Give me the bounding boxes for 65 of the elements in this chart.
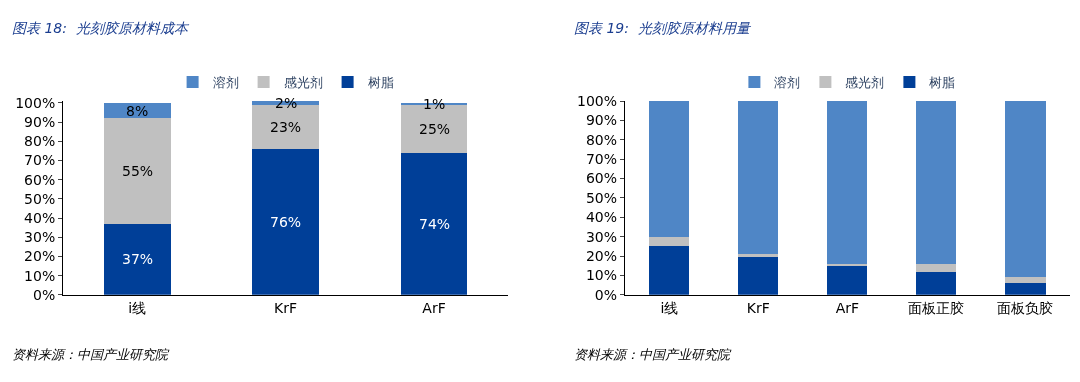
y-tick-label: 90% — [585, 112, 617, 129]
x-tick-label: KrF — [274, 299, 298, 316]
y-tick-label: 90% — [24, 114, 56, 131]
legend-label: 溶剂 — [774, 75, 801, 91]
bar — [1005, 277, 1046, 284]
x-tick-label: i线 — [128, 299, 147, 316]
bar — [916, 271, 957, 295]
x-tick-label: ArF — [835, 299, 860, 316]
y-tick-label: 100% — [576, 92, 617, 109]
y-tick-label: 10% — [585, 267, 617, 284]
y-tick-label: 70% — [585, 151, 617, 168]
y-tick-label: 20% — [24, 248, 56, 265]
data-label: 74% — [419, 216, 451, 232]
legend-label: 树脂 — [367, 75, 394, 91]
chart-title: 图表 18: 光刻胶原材料成本 — [12, 20, 190, 36]
y-tick-label: 80% — [24, 133, 56, 150]
y-tick-label: 50% — [24, 190, 56, 207]
text: 资料来源：中国产业研究院 — [574, 347, 732, 362]
y-tick-label: 30% — [585, 228, 617, 245]
y-tick-label: 0% — [594, 286, 617, 303]
data-label: 23% — [270, 119, 302, 135]
x-tick-label: 面板正胶 — [908, 299, 965, 316]
bar — [103, 118, 171, 224]
chart-title: 图表 19: 光刻胶原材料用量 — [574, 20, 752, 36]
legend-label: 感光剂 — [283, 75, 323, 91]
y-tick-label: 40% — [24, 209, 56, 226]
x-tick-label: KrF — [746, 299, 770, 316]
bar — [1005, 101, 1046, 278]
data-label: 8% — [126, 103, 149, 119]
data-label: 25% — [419, 121, 451, 137]
bar — [1005, 283, 1046, 295]
y-tick-label: 0% — [32, 286, 56, 303]
x-tick-label: ArF — [422, 299, 446, 316]
data-label: 37% — [122, 251, 154, 267]
bar — [827, 265, 868, 295]
bar — [738, 101, 779, 255]
x-tick-label: i线 — [660, 299, 679, 316]
y-tick-label: 70% — [24, 152, 56, 169]
bar — [738, 256, 779, 295]
data-label: 55% — [122, 163, 154, 179]
legend-label: 溶剂 — [212, 75, 239, 91]
bar — [916, 101, 957, 264]
y-tick-label: 60% — [585, 170, 617, 187]
bar — [649, 236, 690, 247]
text: 资料来源：中国产业研究院 — [12, 347, 170, 362]
bar — [649, 101, 690, 237]
bar — [252, 149, 319, 295]
x-tick-label: 面板负胶 — [997, 299, 1054, 316]
bar — [738, 254, 779, 258]
y-tick-label: 30% — [24, 229, 56, 246]
data-label: 76% — [270, 214, 302, 230]
bar — [827, 101, 868, 264]
legend-label: 感光剂 — [845, 75, 885, 91]
bar — [916, 263, 957, 272]
y-tick-label: 20% — [585, 247, 617, 264]
y-tick-label: 10% — [24, 267, 56, 284]
bar — [400, 152, 468, 295]
y-tick-label: 80% — [585, 131, 617, 148]
bar — [103, 223, 171, 295]
y-tick-label: 50% — [585, 189, 617, 206]
legend-label: 树脂 — [929, 75, 956, 91]
y-tick-label: 40% — [585, 209, 617, 226]
y-tick-label: 100% — [15, 94, 56, 111]
bar — [649, 246, 690, 295]
y-tick-label: 60% — [24, 171, 56, 188]
